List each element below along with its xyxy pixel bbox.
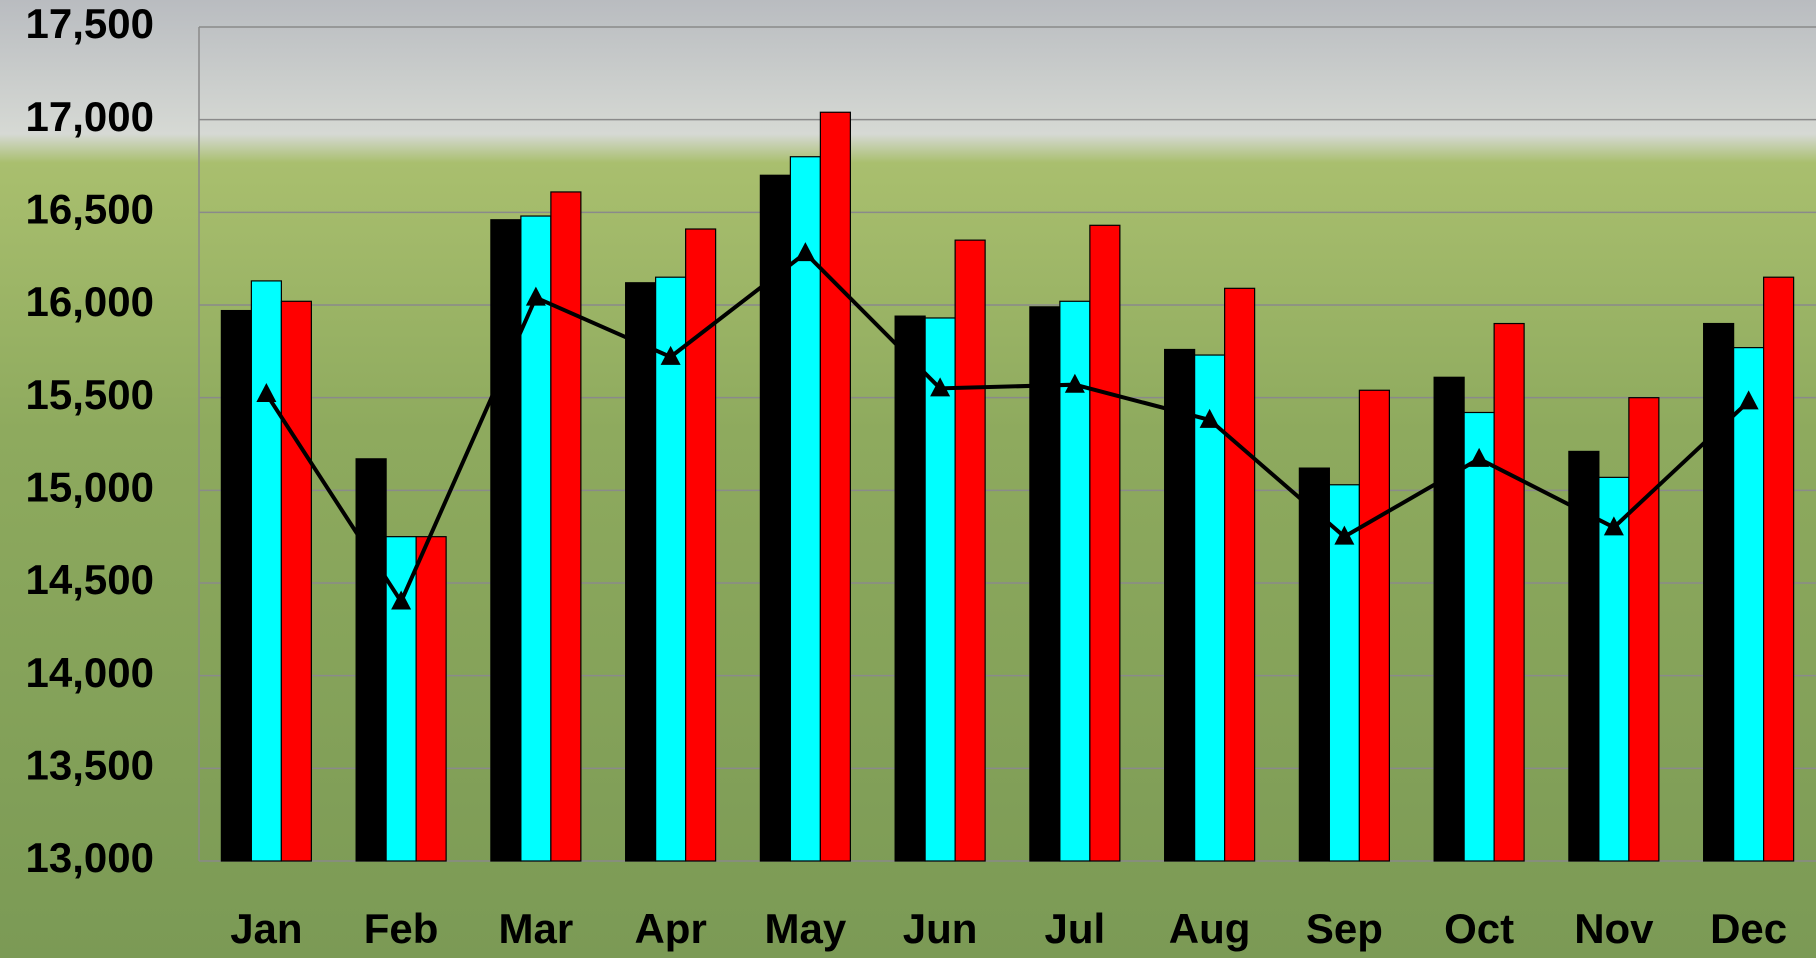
x-tick-label: Feb	[364, 905, 439, 952]
bar	[955, 240, 985, 861]
bar	[1225, 288, 1255, 861]
bar	[1734, 348, 1764, 861]
x-tick-label: Mar	[499, 905, 574, 952]
y-tick-label: 16,000	[26, 278, 154, 325]
x-tick-label: Jun	[903, 905, 978, 952]
bar	[491, 220, 521, 861]
bar	[251, 281, 281, 861]
bar	[895, 316, 925, 861]
x-tick-label: Sep	[1306, 905, 1383, 952]
page: 13,000 13,500 14,000 14,500 15,000 15,500 16,0…	[0, 0, 1816, 958]
y-tick-label: 14,500	[26, 556, 154, 603]
x-tick-label: May	[765, 905, 847, 952]
bar	[1090, 225, 1120, 861]
bar	[356, 459, 386, 861]
bar	[1764, 277, 1794, 861]
bar	[521, 216, 551, 861]
y-tick-label: 16,500	[26, 185, 154, 232]
x-tick-label: Oct	[1444, 905, 1514, 952]
y-tick-label: 14,000	[26, 649, 154, 696]
x-tick-label: Dec	[1710, 905, 1787, 952]
x-tick-label: Jul	[1045, 905, 1106, 952]
bar	[1359, 390, 1389, 861]
bar	[221, 311, 251, 861]
y-tick-label: 17,500	[26, 0, 154, 47]
bar	[1704, 324, 1734, 861]
y-tick-label: 15,000	[26, 463, 154, 510]
bar	[626, 283, 656, 861]
x-tick-label: Apr	[634, 905, 706, 952]
bar	[416, 537, 446, 861]
bar	[925, 318, 955, 861]
bar	[820, 112, 850, 861]
bar	[1434, 377, 1464, 861]
bar	[1030, 307, 1060, 861]
chart: 13,000 13,500 14,000 14,500 15,000 15,500 16,0…	[0, 0, 1816, 958]
x-tick-label: Jan	[230, 905, 302, 952]
bar	[1299, 468, 1329, 861]
bar	[1494, 324, 1524, 861]
bar	[281, 301, 311, 861]
x-tick-label: Aug	[1169, 905, 1251, 952]
y-tick-label: 13,000	[26, 834, 154, 881]
bar	[1464, 412, 1494, 861]
bar	[1629, 398, 1659, 861]
bar	[1165, 349, 1195, 861]
x-tick-label: Nov	[1574, 905, 1654, 952]
y-tick-label: 17,000	[26, 93, 154, 140]
bar	[551, 192, 581, 861]
y-tick-label: 13,500	[26, 741, 154, 788]
y-tick-label: 15,500	[26, 371, 154, 418]
